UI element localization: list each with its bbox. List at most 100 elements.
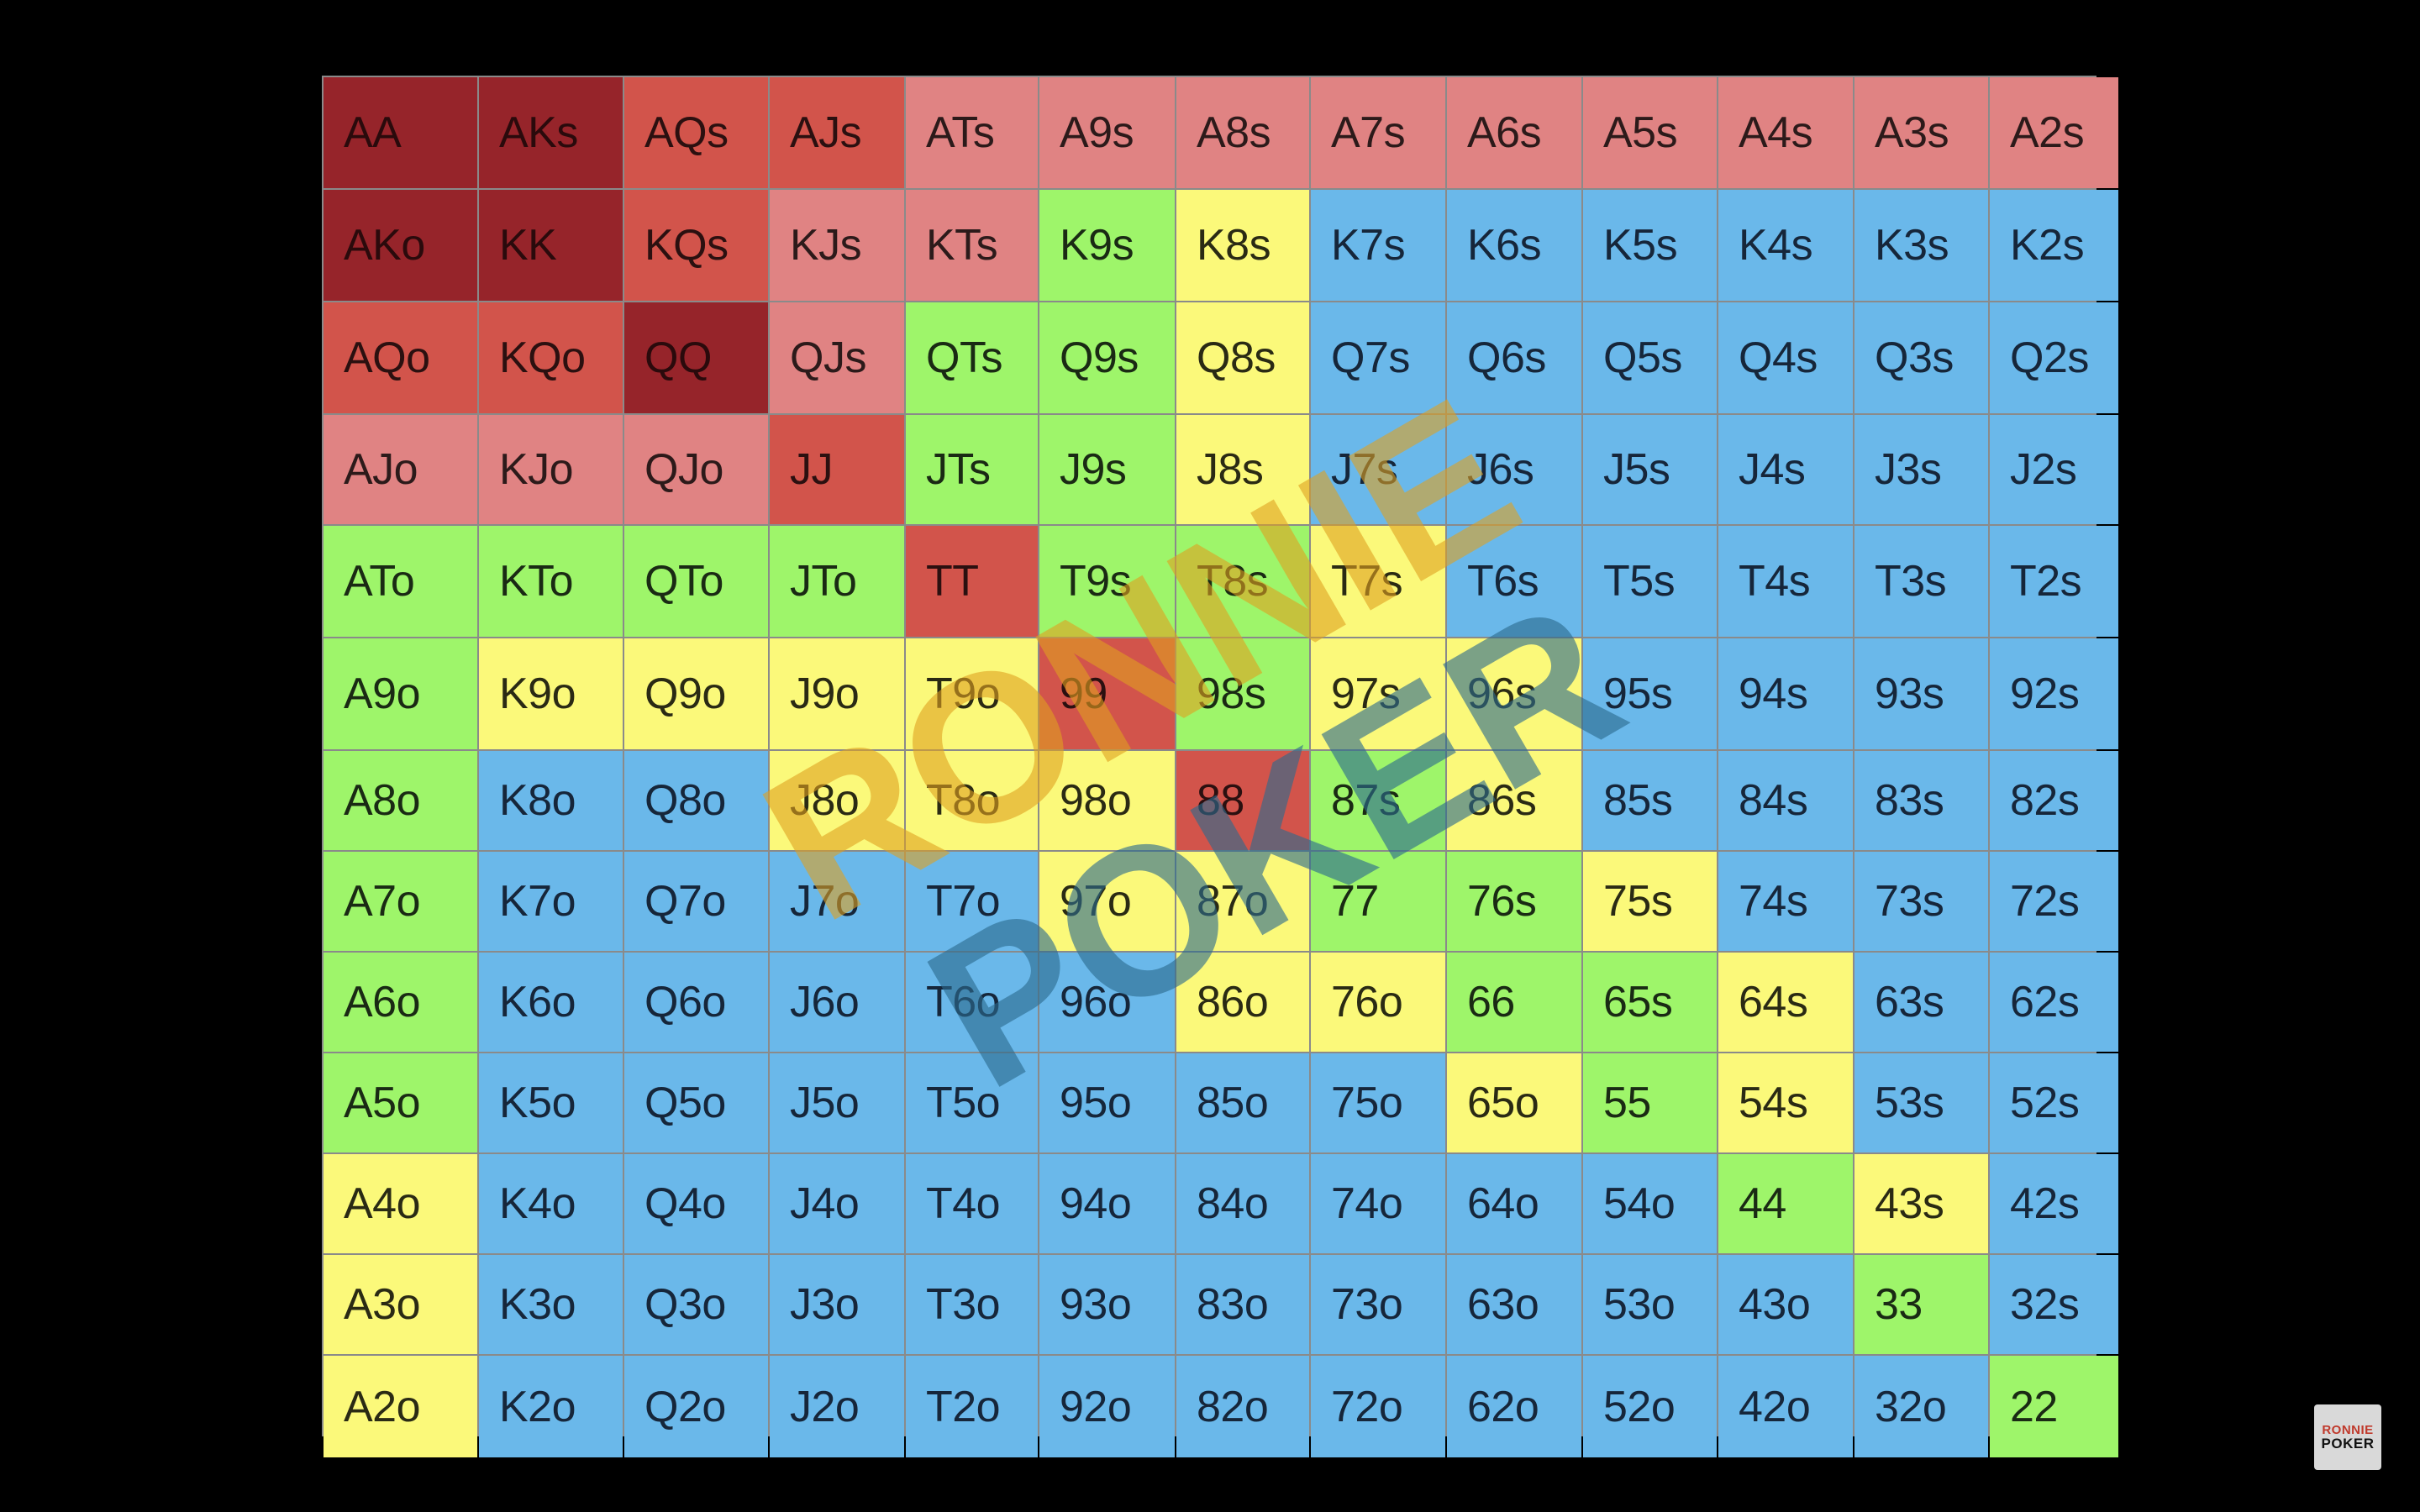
- hand-cell-32o: 32o: [1854, 1356, 1988, 1457]
- hand-cell-a7o: A7o: [324, 852, 477, 951]
- hand-cell-k9o: K9o: [479, 638, 623, 749]
- hand-cell-a3s: A3s: [1854, 77, 1988, 188]
- hand-cell-aa: AA: [324, 77, 477, 188]
- hand-cell-44: 44: [1718, 1154, 1853, 1253]
- hand-cell-j6o: J6o: [770, 953, 904, 1052]
- hand-cell-j2s: J2s: [1990, 415, 2118, 524]
- starting-hands-chart: AA AKs AQs AJs ATs A9s A8s A7s A6s A5s A4s A3s A2s AK…: [322, 76, 2118, 1457]
- hand-cell-a2s: A2s: [1990, 77, 2118, 188]
- hand-cell-32s: 32s: [1990, 1255, 2118, 1354]
- hand-cell-qts: QTs: [906, 302, 1038, 413]
- hand-cell-54s: 54s: [1718, 1053, 1853, 1152]
- hand-cell-94s: 94s: [1718, 638, 1853, 749]
- hand-cell-j8o: J8o: [770, 751, 904, 850]
- hand-cell-t2s: T2s: [1990, 526, 2118, 637]
- hand-cell-qjo: QJo: [624, 415, 768, 524]
- hand-cell-j4s: J4s: [1718, 415, 1853, 524]
- hand-cell-q6o: Q6o: [624, 953, 768, 1052]
- hand-cell-95o: 95o: [1039, 1053, 1175, 1152]
- hand-cell-64s: 64s: [1718, 953, 1853, 1052]
- hand-cell-j3o: J3o: [770, 1255, 904, 1354]
- hand-cell-a6o: A6o: [324, 953, 477, 1052]
- hand-cell-a4s: A4s: [1718, 77, 1853, 188]
- hand-cell-53s: 53s: [1854, 1053, 1988, 1152]
- hand-cell-53o: 53o: [1583, 1255, 1717, 1354]
- hand-cell-t9s: T9s: [1039, 526, 1175, 637]
- hand-cell-76o: 76o: [1311, 953, 1445, 1052]
- hand-cell-k4s: K4s: [1718, 190, 1853, 301]
- hand-cell-a8o: A8o: [324, 751, 477, 850]
- hand-cell-j7s: J7s: [1311, 415, 1445, 524]
- hand-cell-q5o: Q5o: [624, 1053, 768, 1152]
- hand-cell-kqs: KQs: [624, 190, 768, 301]
- hand-cell-ato: ATo: [324, 526, 477, 637]
- hand-cell-q8o: Q8o: [624, 751, 768, 850]
- hand-cell-66: 66: [1447, 953, 1581, 1052]
- hand-cell-93o: 93o: [1039, 1255, 1175, 1354]
- hand-cell-73s: 73s: [1854, 852, 1988, 951]
- hand-cell-97s: 97s: [1311, 638, 1445, 749]
- hand-cell-t4s: T4s: [1718, 526, 1853, 637]
- hand-cell-q8s: Q8s: [1176, 302, 1309, 413]
- hand-cell-93s: 93s: [1854, 638, 1988, 749]
- hand-cell-k2s: K2s: [1990, 190, 2118, 301]
- hand-cell-q6s: Q6s: [1447, 302, 1581, 413]
- hand-cell-t6s: T6s: [1447, 526, 1581, 637]
- hand-cell-74s: 74s: [1718, 852, 1853, 951]
- hand-cell-t5o: T5o: [906, 1053, 1038, 1152]
- hand-cell-92s: 92s: [1990, 638, 2118, 749]
- hand-cell-98s: 98s: [1176, 638, 1309, 749]
- hand-cell-98o: 98o: [1039, 751, 1175, 850]
- hand-cell-jts: JTs: [906, 415, 1038, 524]
- hand-cell-k7s: K7s: [1311, 190, 1445, 301]
- hand-cell-j2o: J2o: [770, 1356, 904, 1457]
- hand-cell-94o: 94o: [1039, 1154, 1175, 1253]
- hand-cell-a5s: A5s: [1583, 77, 1717, 188]
- hand-cell-t8s: T8s: [1176, 526, 1309, 637]
- hand-cell-72o: 72o: [1311, 1356, 1445, 1457]
- hand-cell-k9s: K9s: [1039, 190, 1175, 301]
- hand-cell-qq: QQ: [624, 302, 768, 413]
- hand-cell-52s: 52s: [1990, 1053, 2118, 1152]
- hand-cell-73o: 73o: [1311, 1255, 1445, 1354]
- hand-cell-a2o: A2o: [324, 1356, 477, 1457]
- hand-cell-84o: 84o: [1176, 1154, 1309, 1253]
- hand-cell-q9s: Q9s: [1039, 302, 1175, 413]
- hand-cell-65o: 65o: [1447, 1053, 1581, 1152]
- hand-cell-q4s: Q4s: [1718, 302, 1853, 413]
- hand-cell-j9o: J9o: [770, 638, 904, 749]
- logo-line-1: RONNIE: [2322, 1423, 2374, 1437]
- hand-cell-q4o: Q4o: [624, 1154, 768, 1253]
- hand-cell-k2o: K2o: [479, 1356, 623, 1457]
- hand-cell-k6o: K6o: [479, 953, 623, 1052]
- hand-cell-64o: 64o: [1447, 1154, 1581, 1253]
- hand-cell-83s: 83s: [1854, 751, 1988, 850]
- hand-cell-j3s: J3s: [1854, 415, 1988, 524]
- hand-cell-k8s: K8s: [1176, 190, 1309, 301]
- hand-cell-42o: 42o: [1718, 1356, 1853, 1457]
- hand-cell-kk: KK: [479, 190, 623, 301]
- hand-cell-74o: 74o: [1311, 1154, 1445, 1253]
- hand-cell-82o: 82o: [1176, 1356, 1309, 1457]
- hand-cell-86s: 86s: [1447, 751, 1581, 850]
- hand-cell-ajs: AJs: [770, 77, 904, 188]
- hand-cell-q9o: Q9o: [624, 638, 768, 749]
- hand-cell-j9s: J9s: [1039, 415, 1175, 524]
- hand-cell-aqs: AQs: [624, 77, 768, 188]
- hand-cell-kqo: KQo: [479, 302, 623, 413]
- hand-cell-63o: 63o: [1447, 1255, 1581, 1354]
- hand-cell-95s: 95s: [1583, 638, 1717, 749]
- hand-cell-kto: KTo: [479, 526, 623, 637]
- hand-cell-99: 99: [1039, 638, 1175, 749]
- hand-cell-aqo: AQo: [324, 302, 477, 413]
- hand-cell-qjs: QJs: [770, 302, 904, 413]
- hand-cell-t9o: T9o: [906, 638, 1038, 749]
- hand-cell-88: 88: [1176, 751, 1309, 850]
- hand-cell-82s: 82s: [1990, 751, 2118, 850]
- hand-cell-t7o: T7o: [906, 852, 1038, 951]
- hand-cell-62s: 62s: [1990, 953, 2118, 1052]
- hand-cell-65s: 65s: [1583, 953, 1717, 1052]
- hand-cell-kjo: KJo: [479, 415, 623, 524]
- hand-cell-k4o: K4o: [479, 1154, 623, 1253]
- hand-cell-q2o: Q2o: [624, 1356, 768, 1457]
